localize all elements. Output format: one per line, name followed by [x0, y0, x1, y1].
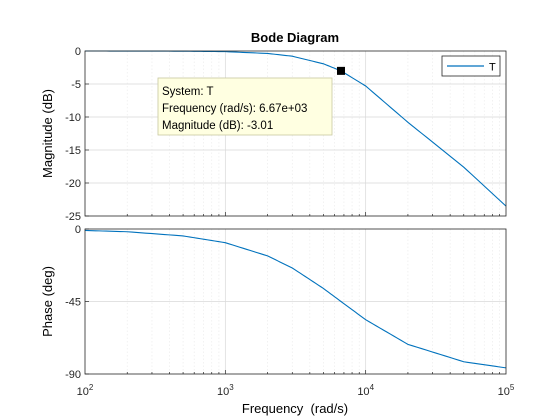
phase-y-tick-label: -90 [65, 369, 81, 381]
datatip-box [157, 77, 333, 136]
datatip-line-frequency: Frequency (rad/s): 6.67e+03 [162, 103, 307, 115]
phase-y-ticks: 0 -45 -90 [65, 224, 89, 381]
x-tick-label: 104 [357, 383, 374, 398]
x-axis-label: Frequency (rad/s) [242, 401, 348, 416]
x-tick-label: 103 [217, 383, 234, 398]
datatip-line-magnitude: Magnitude (dB): -3.01 [162, 120, 273, 132]
magnitude-grid [85, 51, 506, 216]
x-axis-ticks: 102 103 104 105 [77, 383, 515, 398]
magnitude-y-tick-label: -25 [65, 211, 81, 223]
phase-y-tick-label: -45 [65, 297, 81, 309]
legend-label-t: T [489, 62, 496, 74]
magnitude-y-tick-label: -5 [71, 79, 81, 91]
phase-y-tick-label: 0 [75, 224, 81, 236]
magnitude-y-tick-label: 0 [75, 46, 81, 58]
phase-y-axis-label: Phase (deg) [40, 266, 55, 337]
magnitude-axes-box [84, 50, 507, 217]
magnitude-y-axis-label: Magnitude (dB) [40, 89, 55, 178]
datatip-marker[interactable] [336, 66, 345, 75]
magnitude-y-ticks: 0 -5 -10 -15 -20 -25 [65, 46, 89, 223]
datatip[interactable]: System: T Frequency (rad/s): 6.67e+03 Ma… [157, 66, 345, 136]
legend[interactable]: T [441, 55, 501, 77]
magnitude-y-tick-label: -20 [65, 178, 81, 190]
x-tick-label: 105 [498, 383, 515, 398]
chart-title: Bode Diagram [251, 30, 339, 45]
phase-series-line-t [84, 229, 507, 369]
datatip-line-system: System: T [162, 86, 214, 98]
phase-series [84, 229, 507, 369]
x-tick-label: 102 [77, 383, 94, 398]
phase-panel: 0 -45 -90 Phase (deg) [40, 224, 507, 381]
magnitude-y-tick-label: -15 [65, 145, 81, 157]
magnitude-y-tick-label: -10 [65, 112, 81, 124]
phase-axes-box [84, 228, 507, 375]
